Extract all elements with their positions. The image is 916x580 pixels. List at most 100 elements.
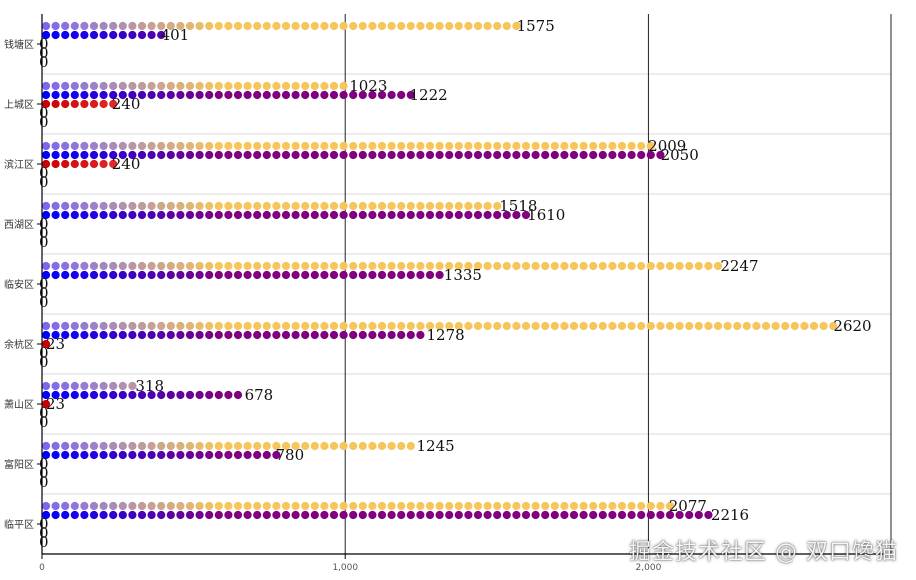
dot-mark <box>233 90 243 100</box>
dot-mark <box>425 321 435 331</box>
dot-mark <box>137 441 147 451</box>
dot-mark <box>416 261 425 271</box>
dot-mark <box>51 510 60 520</box>
dot-mark <box>579 150 588 160</box>
dot-mark <box>329 321 339 331</box>
dot-mark <box>781 321 790 331</box>
value-label: 23 <box>46 335 65 353</box>
dot-mark <box>185 390 195 400</box>
dot-mark <box>166 510 175 520</box>
dot-mark <box>157 150 166 160</box>
dot-mark <box>550 501 559 511</box>
dot-mark <box>176 21 185 31</box>
dot-mark <box>291 201 300 211</box>
dot-mark <box>166 21 175 31</box>
dot-mark <box>454 141 463 151</box>
dot-mark <box>109 210 118 220</box>
dot-mark <box>109 150 118 160</box>
dot-mark <box>195 270 204 280</box>
dot-mark <box>224 450 233 460</box>
dot-mark <box>627 141 636 151</box>
dot-mark <box>70 381 79 391</box>
dot-mark <box>349 90 358 100</box>
dot-mark <box>445 501 454 511</box>
dot-mark <box>272 501 281 511</box>
category-label: 萧山区 <box>4 399 34 411</box>
dot-mark <box>214 261 223 271</box>
dot-mark <box>109 390 118 400</box>
dot-mark <box>608 321 617 331</box>
dot-mark <box>608 141 617 151</box>
dot-mark <box>627 510 636 520</box>
dot-mark <box>262 510 271 520</box>
dot-mark <box>147 510 156 520</box>
dot-mark <box>80 99 89 109</box>
dot-mark <box>320 210 329 220</box>
dot-mark <box>89 30 99 40</box>
dot-mark <box>301 201 310 211</box>
category-label: 富阳区 <box>4 458 34 471</box>
dot-mark <box>368 21 377 31</box>
dot-mark <box>339 21 348 31</box>
dot-mark <box>377 261 387 271</box>
dot-mark <box>205 501 214 511</box>
dot-mark <box>329 150 339 160</box>
dot-mark <box>445 210 454 220</box>
dot-mark <box>61 381 70 391</box>
dot-mark <box>89 450 99 460</box>
dot-mark <box>70 30 79 40</box>
dot-mark <box>262 150 271 160</box>
dot-mark <box>512 261 521 271</box>
dot-mark <box>243 90 252 100</box>
dot-mark <box>512 321 521 331</box>
dot-mark <box>70 501 79 511</box>
dot-mark <box>166 150 175 160</box>
dot-mark <box>166 90 175 100</box>
dot-mark <box>118 510 127 520</box>
value-label: 2077 <box>669 497 707 515</box>
dot-mark <box>157 441 166 451</box>
dot-mark <box>531 150 540 160</box>
dot-mark <box>349 21 358 31</box>
dot-mark <box>176 390 185 400</box>
dot-mark <box>99 159 108 169</box>
dot-mark <box>445 510 454 520</box>
dot-mark <box>253 270 262 280</box>
dot-mark <box>185 90 195 100</box>
dot-mark <box>195 201 204 211</box>
dot-mark <box>397 150 406 160</box>
dot-mark <box>358 321 367 331</box>
dot-mark <box>416 270 425 280</box>
value-label: 0 <box>39 104 49 122</box>
dot-mark <box>51 30 60 40</box>
dot-mark <box>89 150 99 160</box>
dot-mark <box>339 270 348 280</box>
dot-mark <box>233 210 243 220</box>
dot-mark <box>464 150 473 160</box>
dot-mark <box>109 270 118 280</box>
dot-mark <box>368 261 377 271</box>
dot-mark <box>195 501 204 511</box>
dot-mark <box>310 330 319 340</box>
dot-mark <box>80 501 89 511</box>
dot-mark <box>176 441 185 451</box>
dot-mark <box>521 261 531 271</box>
dot-mark <box>51 150 60 160</box>
dot-mark <box>291 90 300 100</box>
dot-mark <box>397 270 406 280</box>
dot-mark <box>147 150 156 160</box>
dot-mark <box>176 321 185 331</box>
dot-mark <box>99 501 108 511</box>
dot-mark <box>41 210 51 220</box>
dot-mark <box>291 330 300 340</box>
dot-mark <box>339 441 348 451</box>
dot-mark <box>301 261 310 271</box>
dot-mark <box>493 261 502 271</box>
dot-mark <box>598 321 607 331</box>
dot-mark <box>99 510 108 520</box>
dot-mark <box>118 210 127 220</box>
dot-mark <box>195 330 204 340</box>
dot-mark <box>569 150 579 160</box>
dot-mark <box>397 210 406 220</box>
dot-mark <box>435 261 444 271</box>
